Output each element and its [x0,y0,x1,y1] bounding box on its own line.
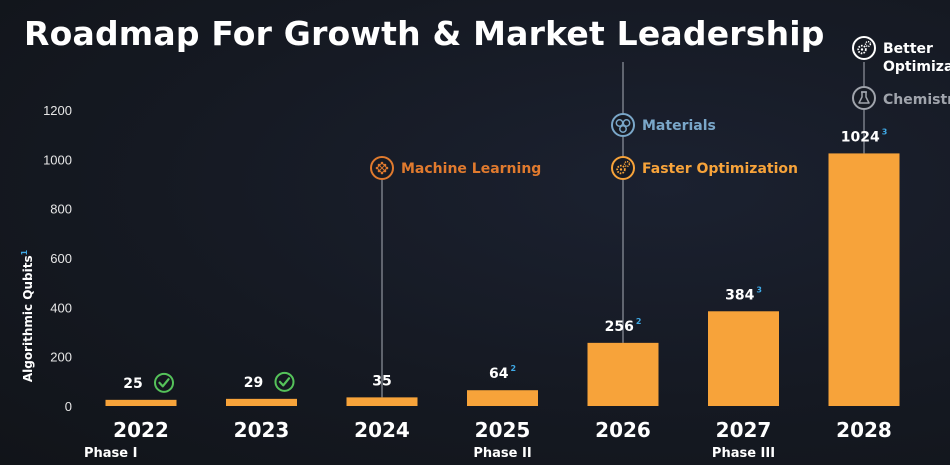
bar-2023 [226,398,297,406]
y-tick-label: 800 [50,202,72,217]
gears-icon [611,156,635,180]
value-label-2028: 1024 3 [841,127,888,145]
value-label-2026: 256 2 [605,317,642,335]
y-axis-label: Algorithmic Qubits1 [20,249,35,382]
x-tick-label-2028: 2028 [836,418,892,442]
x-tick-label-2023: 2023 [234,418,290,442]
x-tick-label-2025: 2025 [475,418,531,442]
bar-2024 [346,397,418,406]
annotation-label: Machine Learning [401,161,541,177]
y-tick-label: 400 [50,300,72,315]
annotation-label: Faster Optimization [642,161,798,177]
value-label-2027: 384 3 [725,285,762,303]
value-label-2023: 29 [244,375,263,391]
annotation-label: Chemistry [883,92,950,108]
bar-2027 [708,311,779,406]
molecule-icon [611,113,635,137]
check-icon [274,371,295,392]
y-tick-label: 1200 [43,103,72,118]
x-tick-label-2026: 2026 [595,418,651,442]
y-tick-label: 200 [50,350,72,365]
annotation-label: BetterOptimization [883,41,950,75]
y-tick-label: 1000 [43,152,72,167]
bar-2026 [587,342,659,406]
x-tick-label-2027: 2027 [716,418,772,442]
bar-2028 [828,153,900,406]
y-tick-label: 600 [50,251,72,266]
value-label-2022: 25 [123,376,142,392]
page-title: Roadmap For Growth & Market Leadership [24,14,825,53]
phase-label: Phase II [473,446,531,461]
flask-icon [852,86,876,110]
x-tick-label-2024: 2024 [354,418,410,442]
gears-icon [852,36,876,60]
value-label-2024: 35 [372,373,391,389]
phase-label: Phase I [84,446,137,461]
neural-net-icon [370,156,394,180]
value-label-2025: 64 2 [489,364,516,382]
bar-2022 [105,399,177,406]
bar-2025 [467,390,538,406]
y-tick-label: 0 [65,399,72,414]
check-icon [154,372,174,393]
annotation-label: Materials [642,118,716,134]
phase-label: Phase III [712,446,775,461]
x-tick-label-2022: 2022 [113,418,169,442]
